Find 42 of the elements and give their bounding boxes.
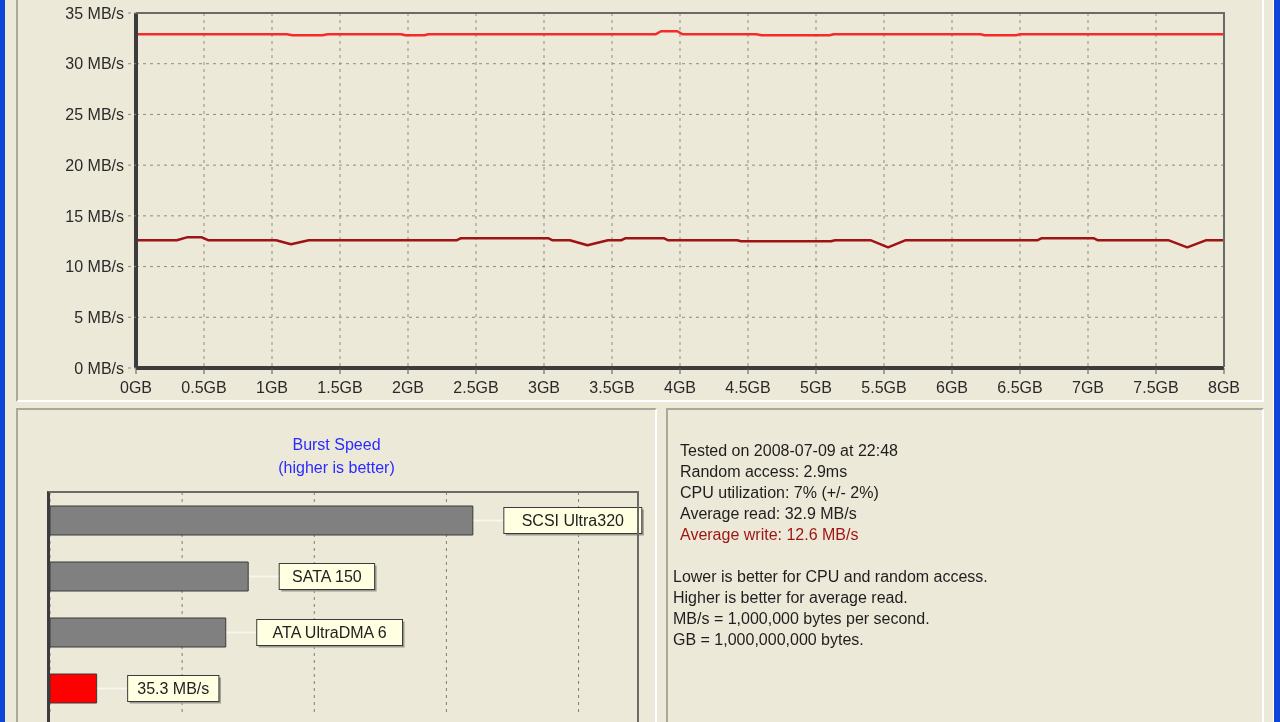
y-tick-label: ATA UltraDMA 6 [272, 624, 387, 641]
chart-subtitle: (higher is better) [278, 459, 395, 476]
text: Average read: 32.9 MB/s [680, 505, 857, 522]
x-tick-label: 0GB [119, 379, 153, 397]
x-tick-label: 6GB [935, 379, 969, 397]
x-tick-label: 7GB [1071, 379, 1105, 397]
data-label: 35.3 MB/s [137, 680, 210, 697]
text: GB = 1,000,000,000 bytes. [673, 631, 864, 648]
x-tick-label: 3GB [527, 379, 561, 397]
y-tick-label: 30 MB/s [65, 55, 124, 73]
y-tick-label: 10 MB/s [65, 258, 124, 276]
x-tick-label: 2GB [391, 379, 425, 397]
x-tick-label: 5.5GB [861, 379, 907, 397]
y-tick-label: 0 MB/s [74, 359, 124, 377]
x-tick-label: 3.5GB [589, 379, 635, 397]
x-tick-label: 4GB [663, 379, 697, 397]
y-tick-label: 15 MB/s [65, 207, 124, 225]
text: MB/s = 1,000,000 bytes per second. [673, 610, 930, 627]
line-series [136, 235, 1224, 249]
x-tick-label: 4.5GB [725, 379, 771, 397]
bar [50, 673, 98, 704]
y-tick-label: 5 MB/s [74, 308, 124, 326]
y-tick-label: 25 MB/s [65, 106, 124, 124]
x-tick-label: 8GB [1207, 379, 1241, 397]
x-tick-label: 6.5GB [997, 379, 1043, 397]
x-tick-label: 7.5GB [1133, 379, 1179, 397]
y-tick-label: SATA 150 [292, 568, 362, 585]
text: Average write: 12.6 MB/s [680, 526, 859, 543]
x-tick-label: 0.5GB [181, 379, 227, 397]
text: Lower is better for CPU and random access. [673, 568, 988, 585]
x-tick-label: 1.5GB [317, 379, 363, 397]
y-tick-label: 20 MB/s [65, 156, 124, 174]
x-tick-label: 1GB [255, 379, 289, 397]
x-tick-label: 5GB [799, 379, 833, 397]
text: Random access: 2.9ms [680, 463, 848, 480]
chart-title: Burst Speed [292, 436, 381, 453]
x-tick-label: 2.5GB [453, 379, 499, 397]
y-tick-label: SCSI Ultra320 [521, 512, 625, 529]
text: Tested on 2008-07-09 at 22:48 [680, 442, 898, 459]
y-tick-label: 35 MB/s [65, 4, 124, 22]
text: Higher is better for average read. [673, 589, 908, 606]
text: CPU utilization: 7% (+/- 2%) [680, 484, 879, 501]
